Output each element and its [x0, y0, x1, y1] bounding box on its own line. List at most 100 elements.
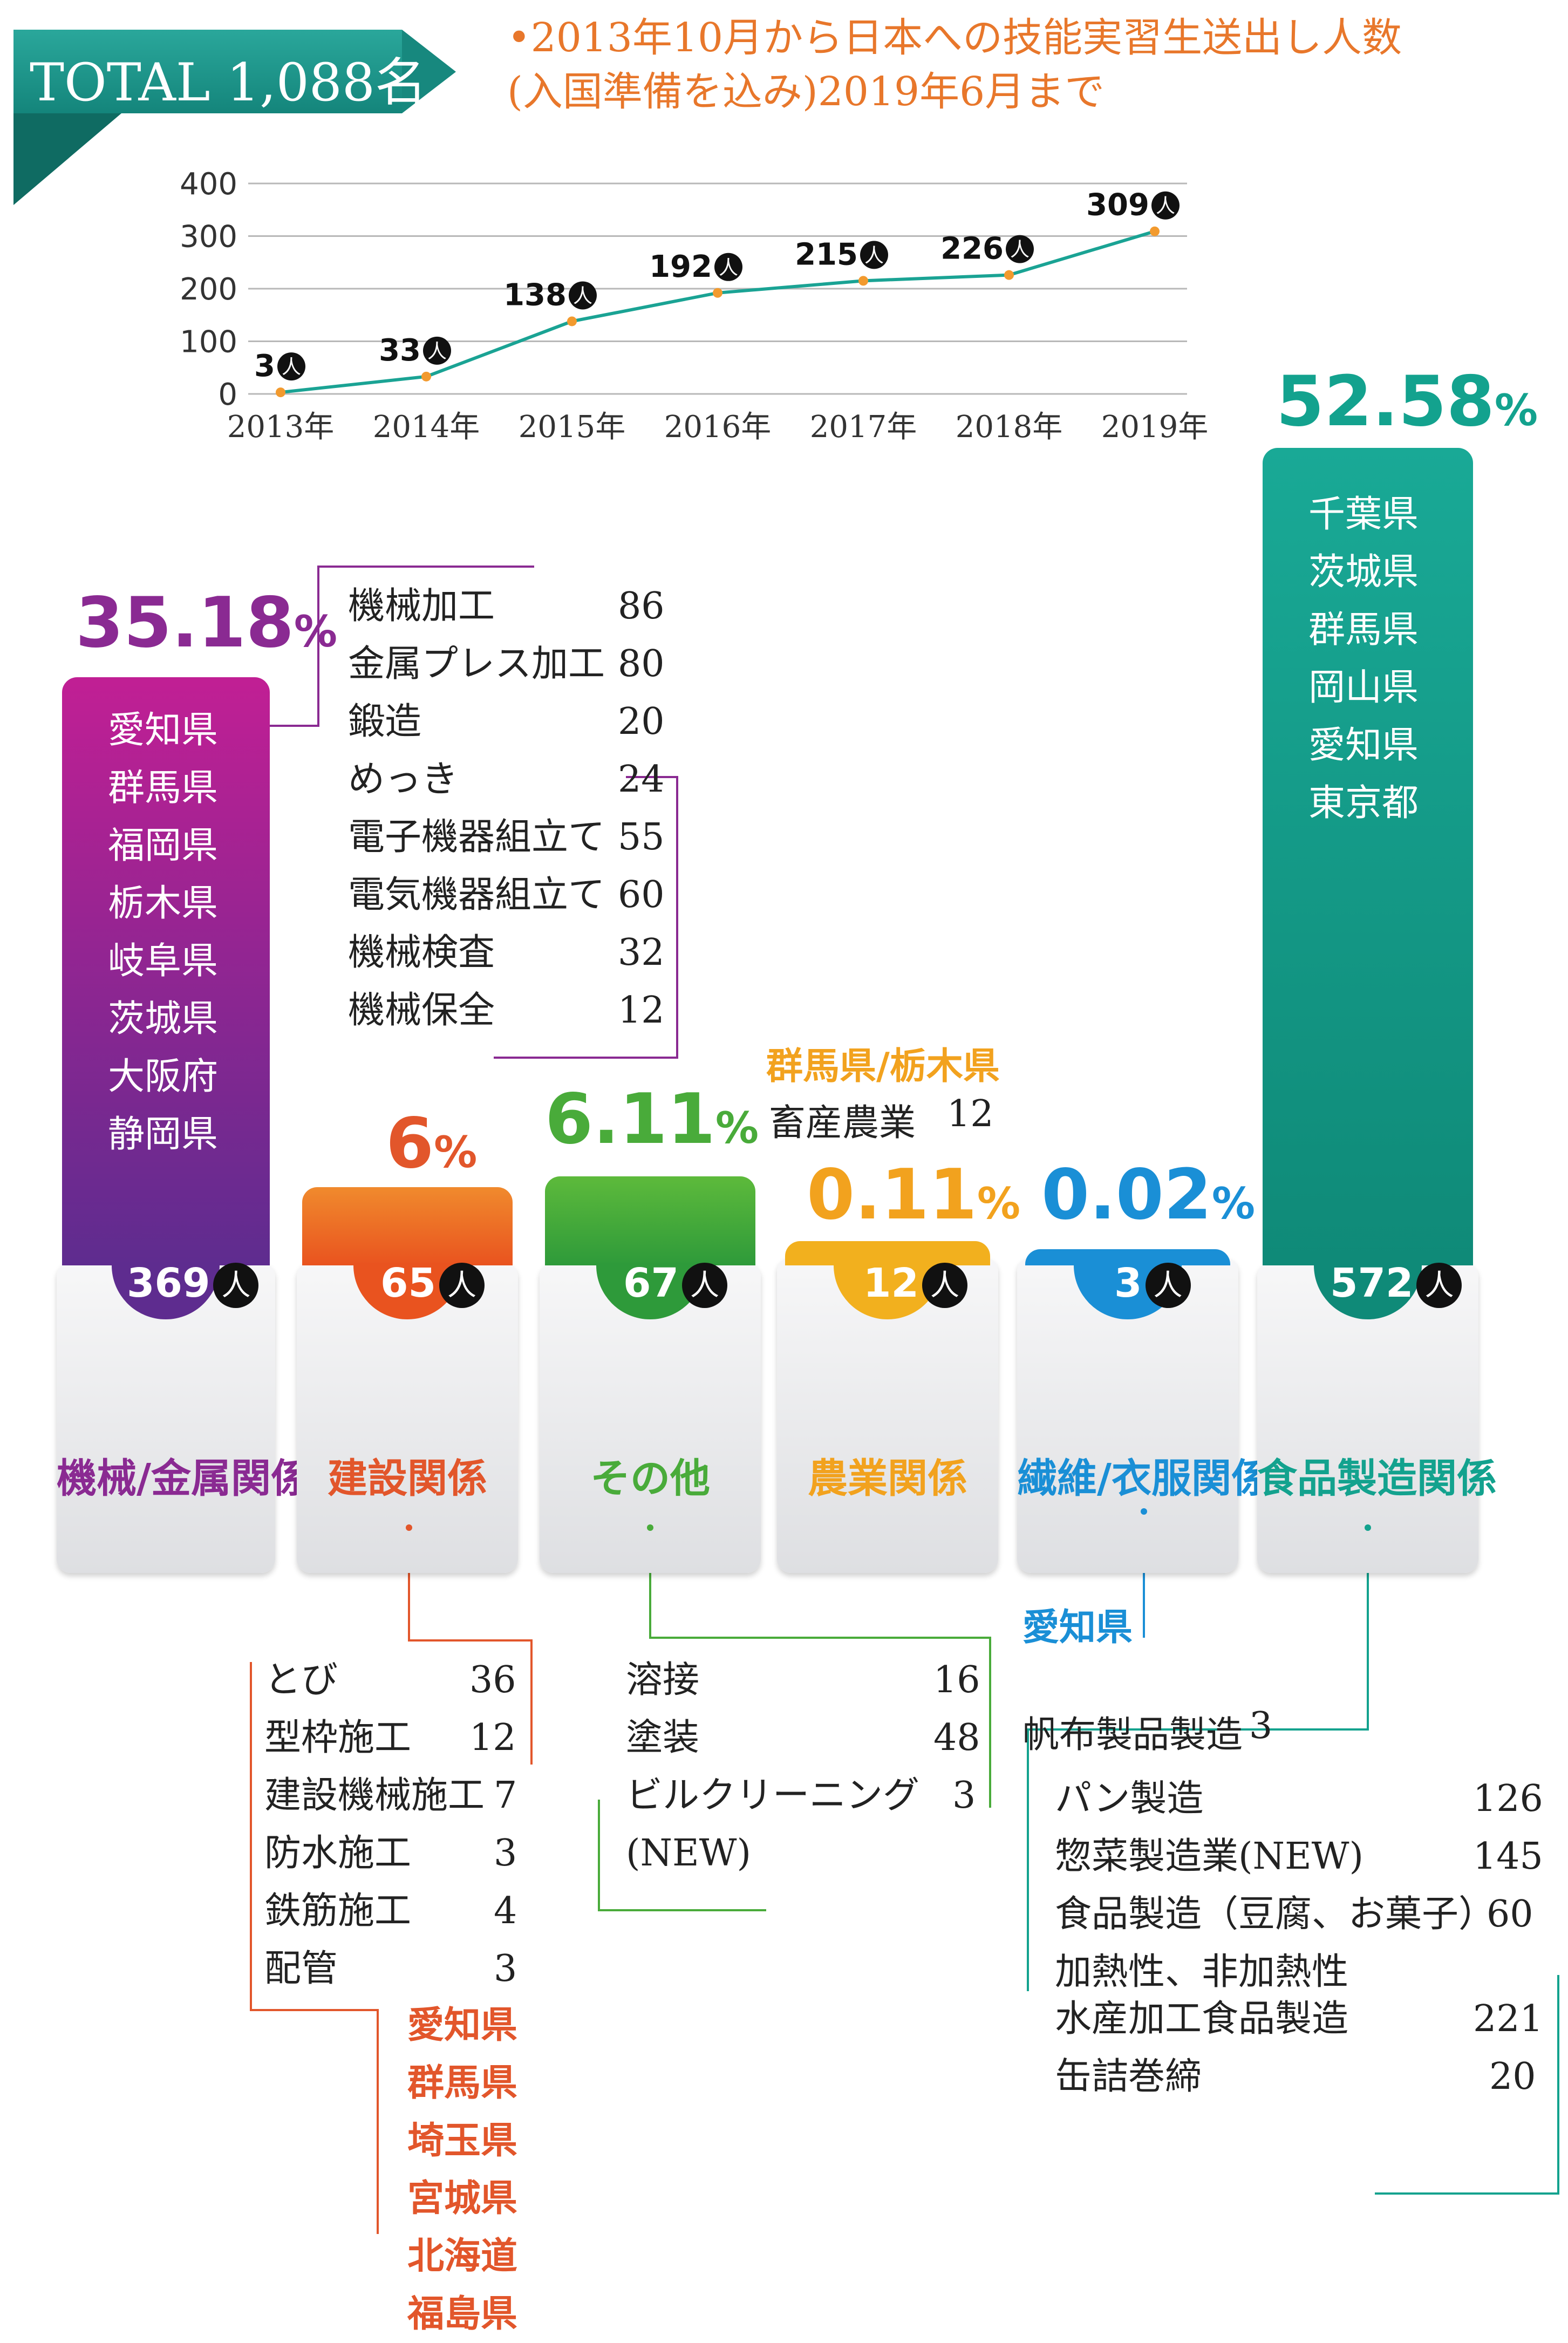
textile-percent-sign: % — [1211, 1179, 1255, 1229]
other-label: その他 — [590, 1455, 710, 1502]
machinery-item-list: 機械加工 86 金属プレス加工 80 鍛造 20 めっき 24 電子機器組立て 55 電気… — [348, 577, 672, 1039]
item-row: 鍛造 20 — [348, 700, 665, 743]
person-icon: 人 — [1416, 1263, 1462, 1309]
prefecture: 岡山県 — [1308, 666, 1419, 709]
machinery-list-bracket — [494, 776, 678, 1059]
other-percent-value: 6.11 — [545, 1079, 715, 1160]
prefecture: 福島県 — [407, 2292, 518, 2335]
prefecture: 愛知県 — [407, 2004, 518, 2047]
banner-arrow-tip — [402, 30, 456, 113]
y-tick-label: 200 — [180, 272, 237, 307]
item-row: 配管 3 — [264, 1947, 517, 1990]
food-percent-value: 52.58 — [1276, 362, 1495, 442]
person-icon — [277, 352, 305, 381]
machinery-prefecture-list: 愛知県 群馬県 福岡県 栃木県 岐阜県 茨城県 大阪府 静岡県 — [108, 701, 218, 1163]
item-row: 溶接 16 — [626, 1659, 980, 1701]
item-row: ビルクリーニング 3 — [626, 1774, 976, 1817]
agriculture-count-value: 12 — [863, 1260, 919, 1306]
textile-count-value: 3 — [1114, 1260, 1142, 1306]
person-icon-glyph: 人 — [1156, 195, 1175, 217]
prefecture: 愛知県 — [1308, 724, 1419, 767]
person-icon — [1006, 235, 1034, 263]
total-banner: TOTAL 1,088名 — [13, 30, 456, 205]
data-point — [421, 371, 431, 382]
item-row: めっき 24 — [348, 758, 665, 801]
item-row: 防水施工 3 — [264, 1832, 517, 1875]
other-count-value: 67 — [623, 1260, 679, 1306]
x-tick-label: 2015年 — [519, 410, 626, 445]
food-count: 572 人 — [1330, 1260, 1462, 1309]
item-row: 機械保全 12 — [348, 989, 665, 1032]
prefecture: 岐阜県 — [108, 940, 219, 983]
prefecture: 静岡県 — [108, 1113, 219, 1156]
construction-dot — [406, 1524, 412, 1531]
prefecture: 栃木県 — [108, 882, 219, 925]
person-icon-glyph: 人 — [282, 356, 301, 378]
y-tick-label: 400 — [180, 167, 237, 202]
x-tick-label: 2013年 — [227, 410, 335, 445]
subtitle-line-1: •2013年10月から日本への技能実習生送出し人数 — [507, 15, 1402, 61]
prefecture: 北海道 — [407, 2235, 518, 2278]
person-icon — [569, 281, 597, 310]
person-icon: 人 — [681, 1263, 727, 1309]
machinery-label: 機械/金属関係 — [57, 1455, 311, 1502]
other-item-list: 溶接 16 塗装 48 ビルクリーニング 3 (NEW) — [626, 1651, 982, 1882]
item-row: 加熱性、非加熱性 — [1055, 1951, 1349, 1993]
item-row: 食品製造（豆腐、お菓子） 60 — [1055, 1893, 1533, 1936]
item-row: 金属プレス加工 80 — [348, 643, 665, 685]
construction-connector — [408, 1530, 533, 1765]
construction-pref-bracket — [250, 1662, 379, 2234]
data-point — [713, 288, 722, 298]
data-point — [1004, 270, 1014, 280]
person-icon — [714, 253, 742, 281]
prefecture: 愛知県 — [108, 709, 219, 752]
x-tick-label: 2018年 — [956, 410, 1063, 445]
prefecture: 大阪府 — [108, 1055, 219, 1098]
item-row: 電気機器組立て 60 — [348, 874, 665, 916]
other-percent: 6.11% — [545, 1079, 759, 1160]
construction-label: 建設関係 — [328, 1455, 487, 1502]
machinery-bar — [62, 677, 270, 1265]
textile-percent-value: 0.02 — [1041, 1155, 1212, 1235]
prefecture: 埼玉県 — [407, 2119, 518, 2162]
food-prefecture-list: 千葉県 茨城県 群馬県 岡山県 愛知県 東京都 — [1308, 486, 1419, 832]
food-count-value: 572 — [1330, 1260, 1414, 1306]
data-label: 215 — [795, 237, 858, 272]
data-point — [276, 387, 285, 398]
other-bar — [545, 1176, 755, 1265]
prefecture: 群馬県 — [108, 767, 219, 809]
machinery-percent-sign: % — [294, 607, 338, 657]
other-connector — [649, 1530, 991, 1808]
machinery-count-value: 369 — [127, 1260, 210, 1306]
other-list-bracket — [598, 1800, 766, 1911]
machinery-count: 369 人 — [127, 1260, 259, 1309]
x-tick-label: 2014年 — [373, 410, 480, 445]
item-row: 建設機械施工 7 — [264, 1774, 517, 1817]
banner-fold — [13, 113, 121, 205]
food-dot — [1365, 1524, 1371, 1531]
person-icon-glyph: 人 — [719, 257, 738, 279]
person-icon — [1151, 191, 1180, 220]
x-tick-label: 2019年 — [1101, 410, 1209, 445]
person-icon: 人 — [439, 1263, 485, 1309]
data-label: 33 — [379, 333, 421, 368]
food-connector — [1027, 1530, 1369, 1991]
total-count-text: TOTAL 1,088名 — [30, 52, 427, 113]
construction-percent: 6% — [386, 1104, 477, 1184]
item-row: 缶詰巻締 20 — [1055, 2055, 1536, 2098]
person-icon: 人 — [922, 1263, 967, 1309]
item-row: 機械検査 32 — [348, 931, 665, 974]
person-icon: 人 — [213, 1263, 259, 1309]
y-tick-label: 0 — [218, 377, 237, 412]
agriculture-count: 12 人 — [863, 1260, 967, 1309]
x-tick-label: 2016年 — [664, 410, 772, 445]
data-point — [1150, 226, 1160, 236]
data-point — [567, 316, 577, 326]
item-row: パン製造 126 — [1055, 1777, 1543, 1820]
item-row: (NEW) — [626, 1832, 752, 1875]
item-row: 型枠施工 12 — [264, 1717, 516, 1759]
subtitle-line-2: (入国準備を込み)2019年6月まで — [507, 69, 1105, 115]
person-icon-glyph: 人 — [864, 244, 884, 267]
person-icon: 人 — [1145, 1263, 1191, 1309]
